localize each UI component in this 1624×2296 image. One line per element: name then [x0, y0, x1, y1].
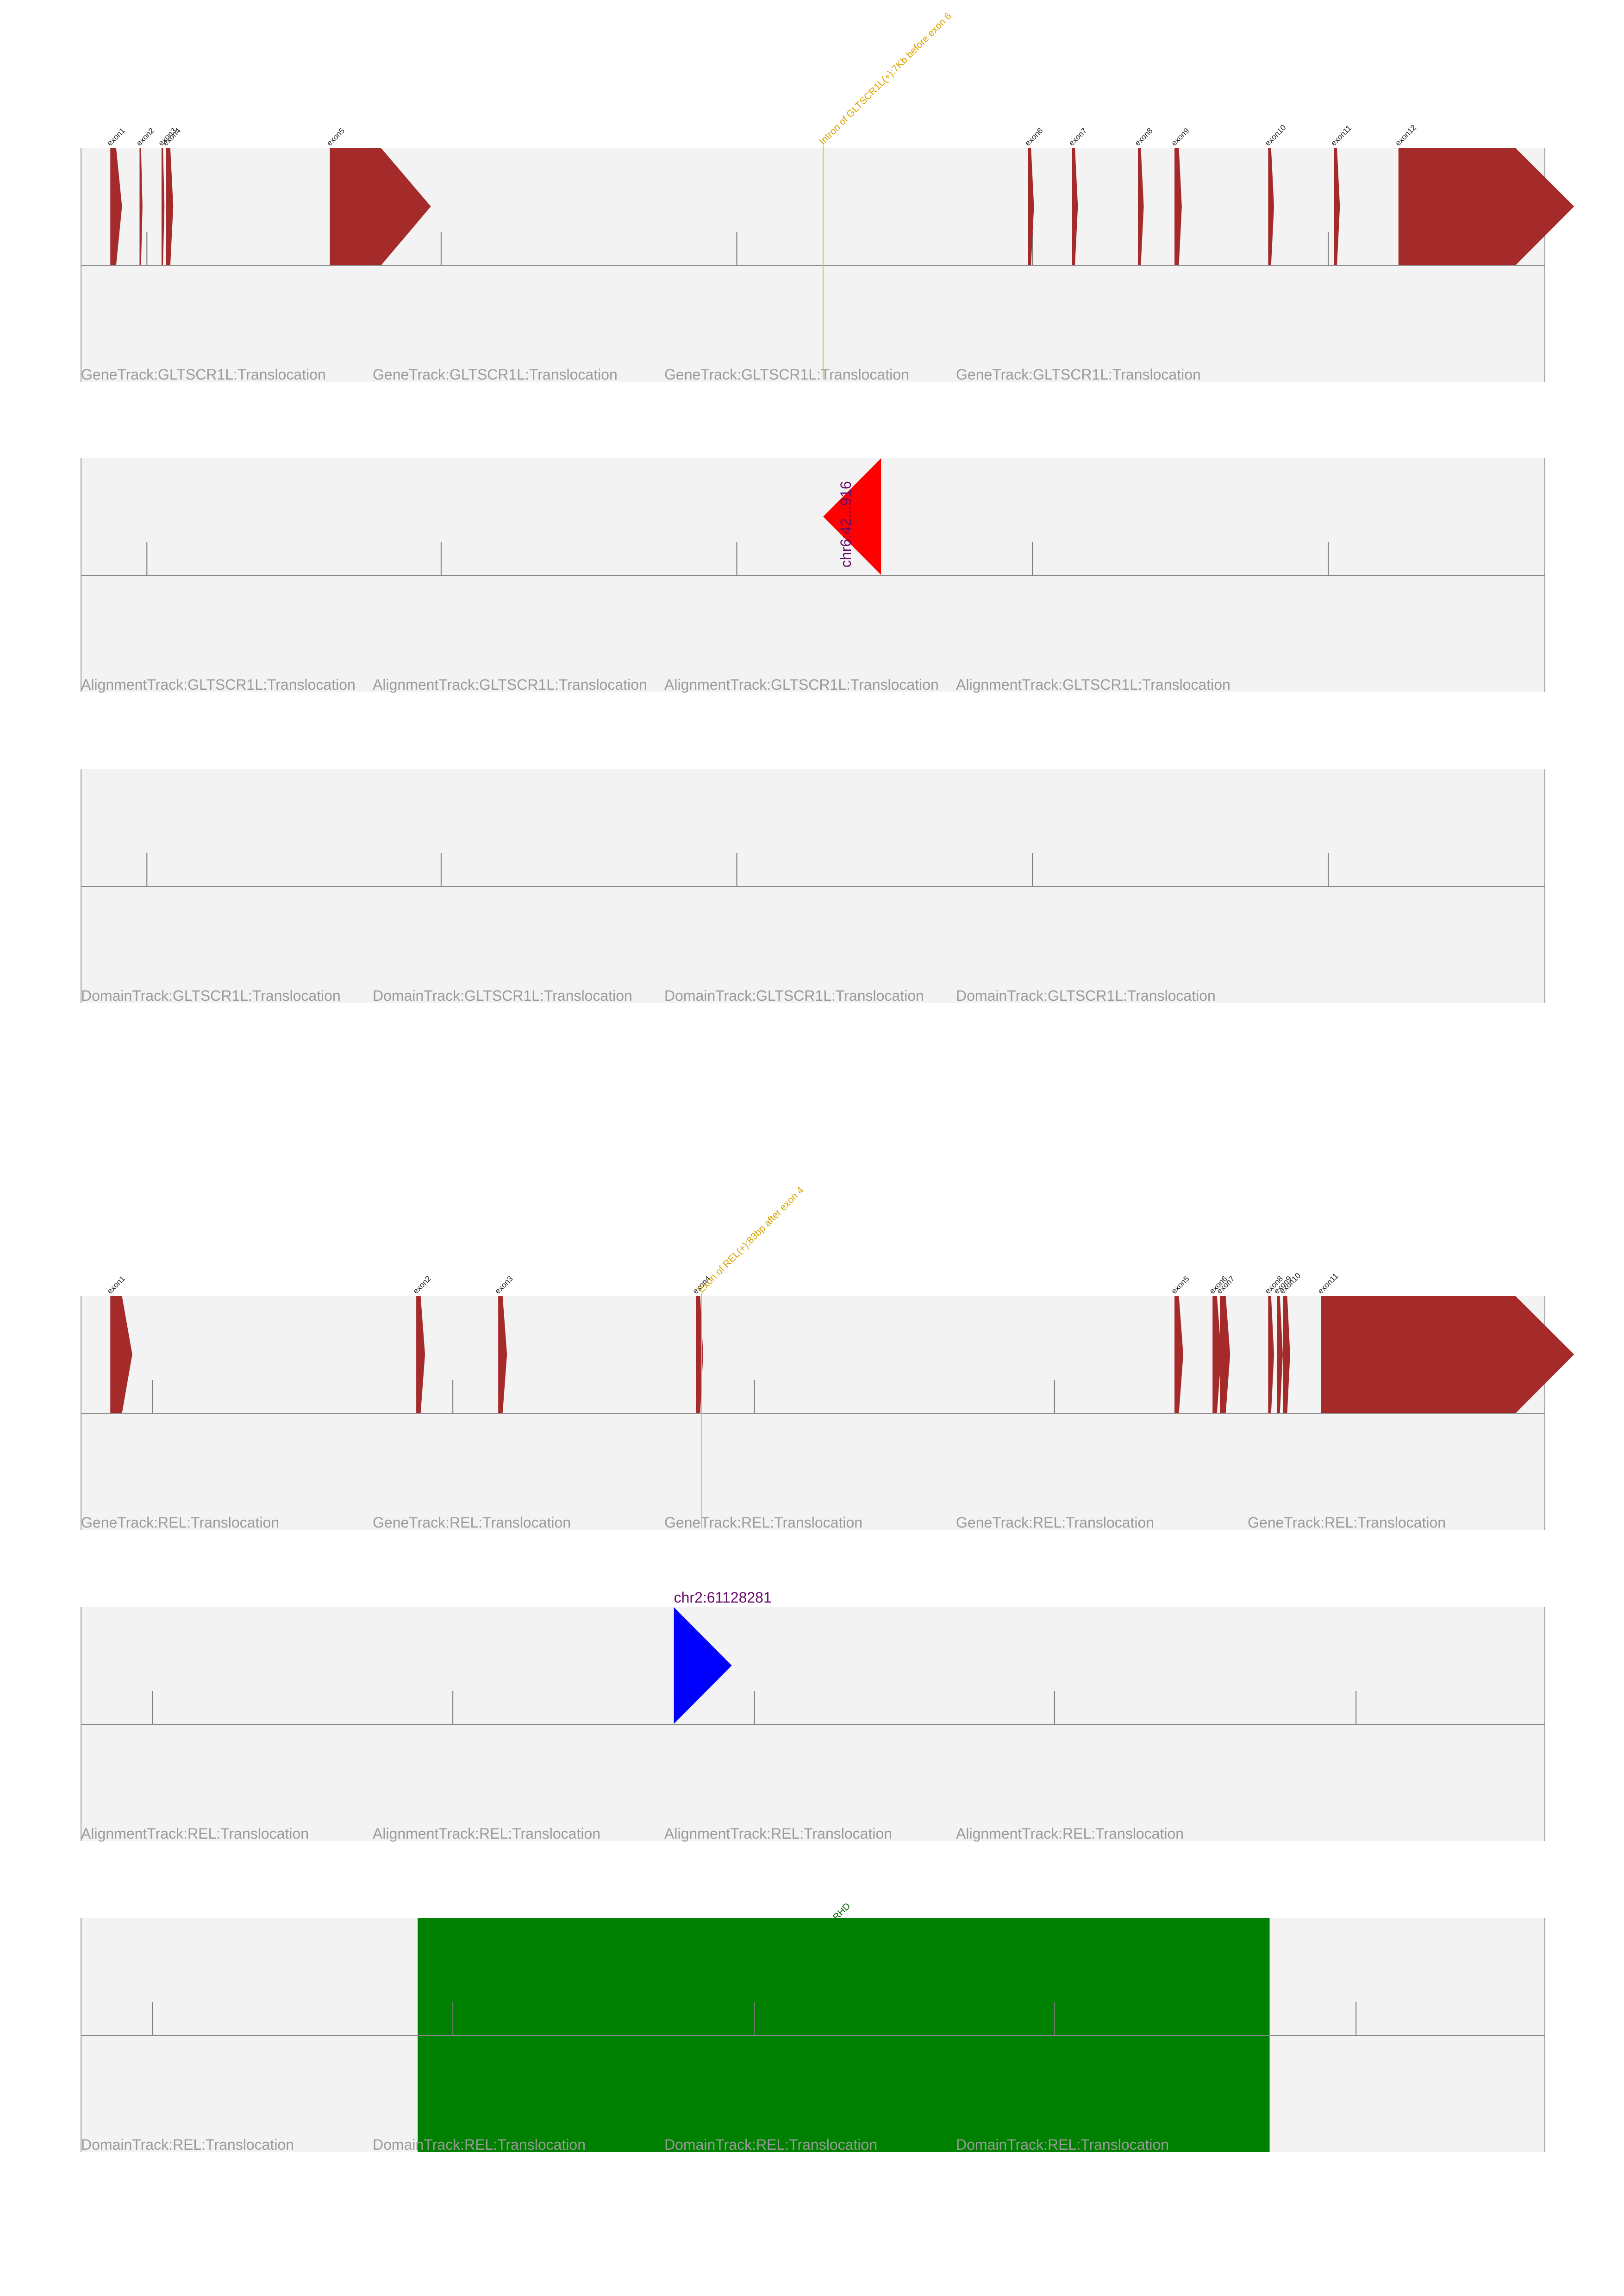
exon-shape: [1398, 148, 1574, 265]
exon-shape: [161, 148, 165, 265]
track-label: GeneTrack:REL:Translocation: [664, 1514, 862, 1531]
track-label: DomainTrack:REL:Translocation: [664, 2136, 877, 2153]
exon-shape: [1174, 148, 1182, 265]
breakpoint-label: Exon of REL(+):83bp after exon 4: [696, 1185, 806, 1295]
exon-shape: [110, 1296, 132, 1413]
alignment-arrow: [674, 1607, 732, 1724]
track-label: AlignmentTrack:REL:Translocation: [81, 1825, 309, 1842]
exon-shape: [1283, 1296, 1290, 1413]
exon-label: exon9: [1169, 126, 1191, 148]
track-label: AlignmentTrack:REL:Translocation: [373, 1825, 600, 1842]
exon-label: exon2: [411, 1274, 432, 1296]
track-label: AlignmentTrack:GLTSCR1L:Translocation: [373, 676, 647, 693]
exon-label: exon12: [1393, 123, 1418, 148]
exon-shape: [1028, 148, 1034, 265]
exon-shape: [1072, 148, 1078, 265]
exon-shape: [110, 148, 122, 265]
track-label: GeneTrack:GLTSCR1L:Translocation: [373, 366, 618, 383]
exon-shape: [166, 148, 174, 265]
track-label: AlignmentTrack:GLTSCR1L:Translocation: [81, 676, 356, 693]
alignment-position-label: chr6:42...916: [837, 481, 854, 568]
exon-label: exon11: [1329, 124, 1353, 148]
exon-label: exon6: [1023, 126, 1044, 148]
exon-label: exon10: [1263, 123, 1288, 148]
exon-shape: [1220, 1296, 1230, 1413]
track-label: DomainTrack:GLTSCR1L:Translocation: [956, 987, 1216, 1004]
exon-shape: [1174, 1296, 1183, 1413]
track-label: DomainTrack:GLTSCR1L:Translocation: [81, 987, 341, 1004]
alignment-position-label: chr2:61128281: [674, 1589, 772, 1606]
track-label: AlignmentTrack:GLTSCR1L:Translocation: [664, 676, 939, 693]
exon-label: exon2: [135, 126, 156, 148]
exon-shape: [139, 148, 143, 265]
exon-shape: [330, 148, 431, 265]
track-label: GeneTrack:REL:Translocation: [81, 1514, 279, 1531]
alignment-track: chr6:42...916 AlignmentTrack:GLTSCR1L:Tra…: [81, 458, 1545, 693]
exon-shape: [1137, 148, 1144, 265]
exon-label: exon1: [106, 1274, 127, 1296]
exon-label: exon8: [1133, 126, 1154, 148]
exon-label: exon5: [1169, 1274, 1191, 1296]
exon-shape: [1334, 148, 1340, 265]
exon-shape: [1277, 1296, 1283, 1413]
exon-label: exon7: [1067, 126, 1088, 148]
exon-shape: [416, 1296, 425, 1413]
track-label: DomainTrack:REL:Translocation: [956, 2136, 1169, 2153]
track-label: GeneTrack:REL:Translocation: [373, 1514, 571, 1531]
exon-shape: [1321, 1296, 1574, 1413]
track-label: GeneTrack:GLTSCR1L:Translocation: [956, 366, 1201, 383]
track-label: GeneTrack:REL:Translocation: [956, 1514, 1154, 1531]
breakpoint-label: Intron of GLTSCR1L(+):7Kb before exon 6: [817, 11, 954, 147]
track-label: DomainTrack:GLTSCR1L:Translocation: [664, 987, 924, 1004]
track-label: DomainTrack:REL:Translocation: [373, 2136, 586, 2153]
exon-shape: [1268, 148, 1274, 265]
track-label: AlignmentTrack:REL:Translocation: [664, 1825, 892, 1842]
track-label: GeneTrack:REL:Translocation: [1248, 1514, 1446, 1531]
track-label: AlignmentTrack:GLTSCR1L:Translocation: [956, 676, 1230, 693]
exon-shape: [498, 1296, 507, 1413]
track-label: AlignmentTrack:REL:Translocation: [956, 1825, 1184, 1842]
domain-track: DomainTrack:GLTSCR1L:Translocation Domain…: [81, 769, 1545, 1004]
track-label: GeneTrack:GLTSCR1L:Translocation: [664, 366, 909, 383]
exon-label: exon1: [106, 126, 127, 148]
track-label: DomainTrack:REL:Translocation: [81, 2136, 294, 2153]
exon-label: exon11: [1316, 1272, 1340, 1296]
exon-shape: [1268, 1296, 1274, 1413]
track-label: GeneTrack:GLTSCR1L:Translocation: [81, 366, 326, 383]
alignment-track: chr2:61128281 AlignmentTrack:REL:Transloc…: [81, 1589, 1545, 1842]
track-label: DomainTrack:GLTSCR1L:Translocation: [373, 987, 632, 1004]
exon-label: exon5: [325, 126, 346, 148]
exon-shape: [1212, 1296, 1222, 1413]
exon-label: exon3: [493, 1274, 515, 1296]
alignment-arrow: [823, 458, 881, 575]
